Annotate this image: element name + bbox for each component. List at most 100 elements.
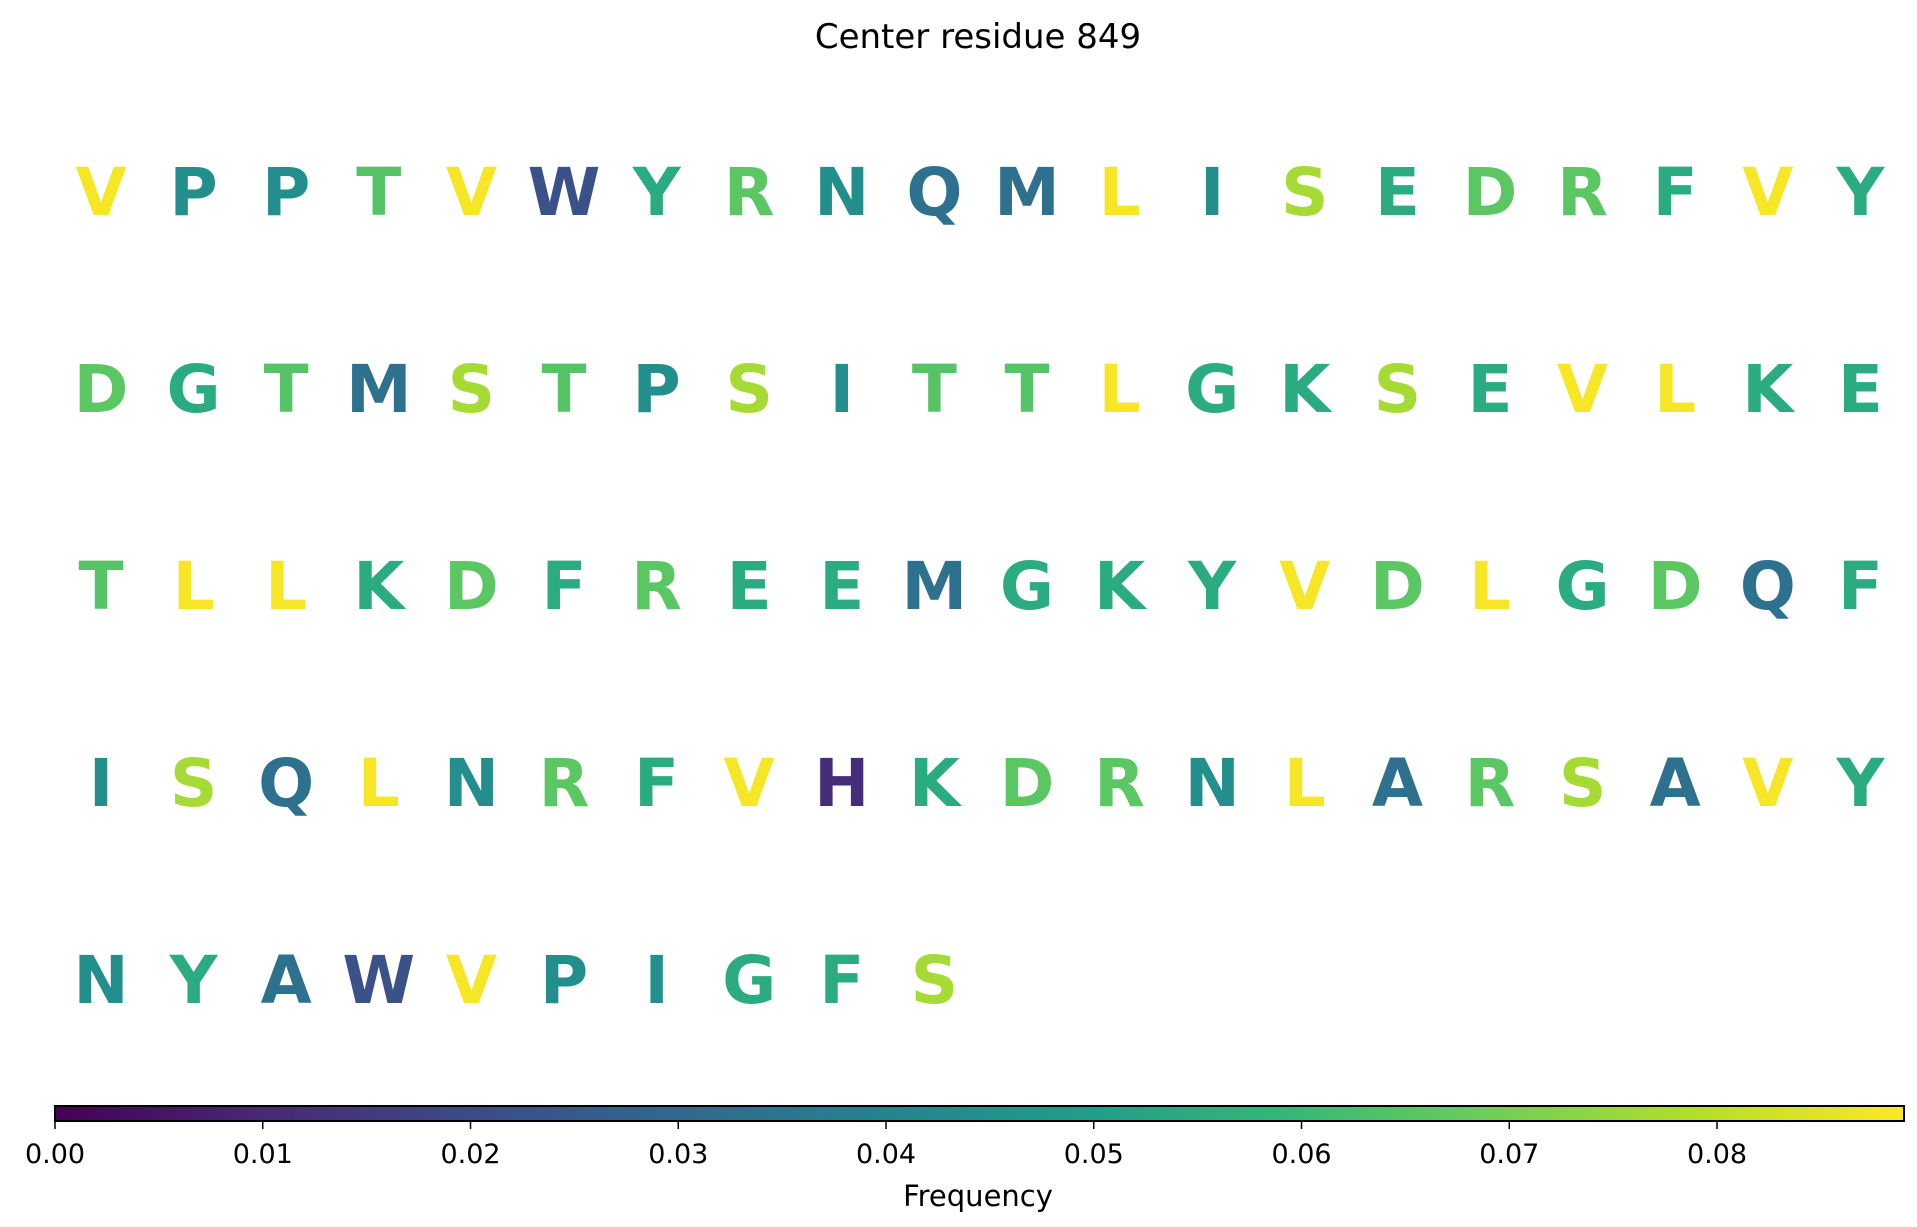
residue-letter: S xyxy=(1281,154,1329,231)
residue-letter: R xyxy=(539,745,590,822)
residue-letter: Y xyxy=(169,942,219,1019)
residue-letter: S xyxy=(725,351,773,428)
residue-letter: Q xyxy=(1740,548,1796,625)
residue-letter: P xyxy=(540,942,588,1019)
residue-letter: A xyxy=(1650,745,1701,822)
residue-letter: E xyxy=(1838,351,1883,428)
residue-letter: P xyxy=(632,351,680,428)
residue-letter: Y xyxy=(1187,548,1237,625)
residue-letter: H xyxy=(814,745,869,822)
residue-letter: T xyxy=(356,154,401,231)
residue-letter: G xyxy=(1185,351,1239,428)
residue-letter: D xyxy=(444,548,499,625)
colorbar-tick-label: 0.04 xyxy=(856,1139,916,1170)
residue-letter: F xyxy=(819,942,864,1019)
colorbar-tick-label: 0.06 xyxy=(1271,1139,1331,1170)
residue-letter: E xyxy=(727,548,772,625)
residue-letter: K xyxy=(1094,548,1148,625)
residue-letter: V xyxy=(1279,548,1330,625)
residue-letter: T xyxy=(78,548,123,625)
residue-letter: G xyxy=(1000,548,1054,625)
residue-letter: N xyxy=(444,745,499,822)
residue-letter: L xyxy=(1654,351,1696,428)
residue-letter: L xyxy=(1099,351,1141,428)
residue-letter: L xyxy=(173,548,215,625)
residue-letter: V xyxy=(724,745,775,822)
residue-letter: V xyxy=(1557,351,1608,428)
colorbar-label: Frequency xyxy=(903,1179,1053,1213)
residue-letter: Q xyxy=(906,154,962,231)
residue-letter: G xyxy=(722,942,776,1019)
residue-letter: N xyxy=(814,154,869,231)
residue-letter: G xyxy=(167,351,221,428)
residue-letter: D xyxy=(1370,548,1425,625)
residue-letter: M xyxy=(994,154,1060,231)
residue-letter: K xyxy=(353,548,407,625)
residue-letter: W xyxy=(342,942,415,1019)
residue-letter: K xyxy=(1279,351,1333,428)
residue-letter: L xyxy=(265,548,307,625)
residue-letter: F xyxy=(634,745,679,822)
residue-letter: K xyxy=(1742,351,1796,428)
colorbar-tick-label: 0.01 xyxy=(233,1139,293,1170)
residue-letter: F xyxy=(1838,548,1883,625)
residue-letter: G xyxy=(1556,548,1610,625)
colorbar-frame xyxy=(54,1105,1905,1122)
residue-letter: T xyxy=(1004,351,1049,428)
colorbar-ticks: 0.00 0.01 0.02 0.03 0.04 0.05 0.06 0.07 0.08 xyxy=(25,1121,1747,1170)
residue-letter: I xyxy=(1200,154,1225,231)
residue-letter: K xyxy=(909,745,963,822)
colorbar-gradient xyxy=(55,1106,1904,1121)
chart-title: Center residue 849 xyxy=(815,17,1141,57)
residue-letter: D xyxy=(1463,154,1518,231)
residue-letter: S xyxy=(911,942,959,1019)
residue-letter: W xyxy=(528,154,601,231)
residue-letter: L xyxy=(1099,154,1141,231)
residue-letter: T xyxy=(912,351,957,428)
residue-letter: T xyxy=(264,351,309,428)
colorbar-tick-label: 0.00 xyxy=(25,1139,85,1170)
residue-letter: Y xyxy=(1836,154,1886,231)
residue-letter: L xyxy=(1284,745,1326,822)
residue-letter: M xyxy=(902,548,968,625)
residue-grid: V P P T V W Y R N Q M L I S E D R F V YD G T M S T P S I T T L G K S E V L K E… xyxy=(73,154,1885,1019)
residue-letter: L xyxy=(1469,548,1511,625)
residue-letter: R xyxy=(1557,154,1608,231)
residue-letter: T xyxy=(541,351,586,428)
residue-letter: N xyxy=(1185,745,1240,822)
residue-letter: R xyxy=(724,154,775,231)
residue-letter: Y xyxy=(1836,745,1886,822)
residue-letter: F xyxy=(1653,154,1698,231)
colorbar-tick-label: 0.05 xyxy=(1064,1139,1124,1170)
colorbar-tick-label: 0.02 xyxy=(440,1139,500,1170)
residue-letter: F xyxy=(541,548,586,625)
residue-letter: V xyxy=(1742,154,1793,231)
residue-letter: L xyxy=(358,745,400,822)
residue-letter: A xyxy=(1372,745,1423,822)
residue-letter: V xyxy=(75,154,126,231)
residue-letter: S xyxy=(1374,351,1422,428)
residue-letter: R xyxy=(1094,745,1145,822)
residue-letter: V xyxy=(1742,745,1793,822)
residue-letter: I xyxy=(830,351,855,428)
residue-letter: S xyxy=(170,745,218,822)
residue-letter: I xyxy=(89,745,114,822)
colorbar-tick-label: 0.03 xyxy=(648,1139,708,1170)
residue-letter: Y xyxy=(632,154,682,231)
residue-letter: S xyxy=(1559,745,1607,822)
residue-letter: D xyxy=(1648,548,1703,625)
residue-letter: E xyxy=(1467,351,1512,428)
residue-letter: E xyxy=(819,548,864,625)
residue-letter: M xyxy=(346,351,412,428)
residue-letter: Q xyxy=(258,745,314,822)
residue-letter: I xyxy=(644,942,669,1019)
residue-letter: R xyxy=(1465,745,1516,822)
residue-letter: A xyxy=(261,942,312,1019)
residue-letter: V xyxy=(446,154,497,231)
residue-letter: V xyxy=(446,942,497,1019)
residue-letter: N xyxy=(73,942,128,1019)
residue-letter: S xyxy=(448,351,496,428)
colorbar-tick-label: 0.07 xyxy=(1479,1139,1539,1170)
residue-letter: E xyxy=(1375,154,1420,231)
